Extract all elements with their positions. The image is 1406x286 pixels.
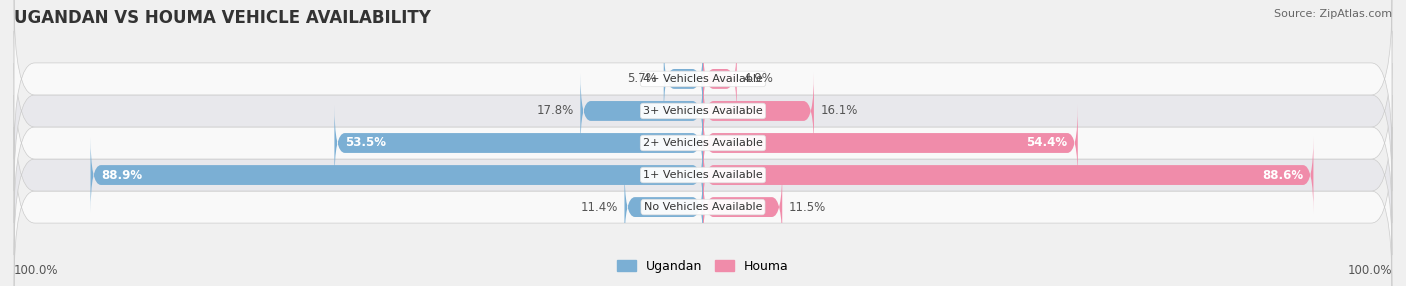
FancyBboxPatch shape bbox=[335, 105, 703, 181]
FancyBboxPatch shape bbox=[664, 41, 703, 117]
Text: 100.0%: 100.0% bbox=[14, 265, 59, 277]
Text: 53.5%: 53.5% bbox=[344, 136, 385, 150]
FancyBboxPatch shape bbox=[581, 73, 703, 149]
Text: UGANDAN VS HOUMA VEHICLE AVAILABILITY: UGANDAN VS HOUMA VEHICLE AVAILABILITY bbox=[14, 9, 430, 27]
Text: 16.1%: 16.1% bbox=[821, 104, 858, 118]
FancyBboxPatch shape bbox=[90, 137, 703, 213]
Legend: Ugandan, Houma: Ugandan, Houma bbox=[613, 255, 793, 278]
FancyBboxPatch shape bbox=[703, 137, 1313, 213]
FancyBboxPatch shape bbox=[703, 73, 814, 149]
Text: 4+ Vehicles Available: 4+ Vehicles Available bbox=[643, 74, 763, 84]
Text: 88.6%: 88.6% bbox=[1263, 168, 1303, 182]
Text: 5.7%: 5.7% bbox=[627, 72, 657, 86]
Text: Source: ZipAtlas.com: Source: ZipAtlas.com bbox=[1274, 9, 1392, 19]
Text: 88.9%: 88.9% bbox=[101, 168, 142, 182]
Text: 54.4%: 54.4% bbox=[1026, 136, 1067, 150]
Text: No Vehicles Available: No Vehicles Available bbox=[644, 202, 762, 212]
Text: 4.9%: 4.9% bbox=[744, 72, 773, 86]
FancyBboxPatch shape bbox=[14, 63, 1392, 223]
Text: 11.5%: 11.5% bbox=[789, 200, 827, 214]
Text: 17.8%: 17.8% bbox=[536, 104, 574, 118]
Text: 100.0%: 100.0% bbox=[1347, 265, 1392, 277]
Text: 11.4%: 11.4% bbox=[581, 200, 617, 214]
FancyBboxPatch shape bbox=[14, 127, 1392, 286]
FancyBboxPatch shape bbox=[703, 169, 782, 245]
Text: 2+ Vehicles Available: 2+ Vehicles Available bbox=[643, 138, 763, 148]
FancyBboxPatch shape bbox=[703, 41, 737, 117]
FancyBboxPatch shape bbox=[14, 0, 1392, 159]
Text: 3+ Vehicles Available: 3+ Vehicles Available bbox=[643, 106, 763, 116]
FancyBboxPatch shape bbox=[624, 169, 703, 245]
Text: 1+ Vehicles Available: 1+ Vehicles Available bbox=[643, 170, 763, 180]
FancyBboxPatch shape bbox=[14, 95, 1392, 255]
FancyBboxPatch shape bbox=[14, 31, 1392, 191]
FancyBboxPatch shape bbox=[703, 105, 1078, 181]
